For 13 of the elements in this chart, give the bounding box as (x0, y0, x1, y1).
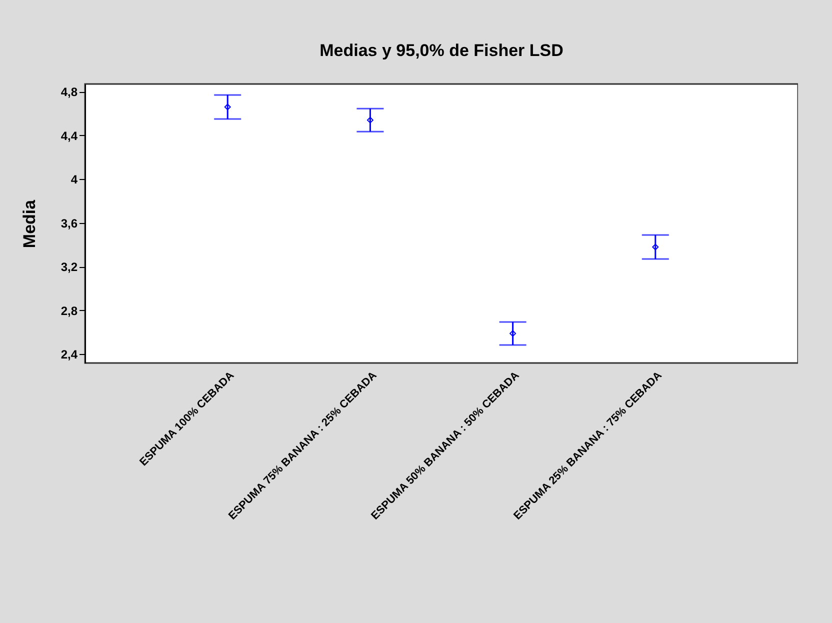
y-tick-label: 2,8 (60, 304, 78, 318)
point (366, 116, 374, 124)
y-tick-label: 4 (70, 172, 78, 187)
y-tick-label: 4,4 (60, 128, 78, 143)
chart-title: Medias y 95,0% de Fisher LSD (320, 41, 564, 60)
point (224, 104, 231, 110)
y-tick-label: 3,6 (60, 216, 78, 230)
point (510, 330, 516, 337)
y-tick-label: 3,2 (60, 260, 78, 274)
y-axis-title: Media (20, 199, 39, 248)
point (652, 244, 659, 250)
y-tick-label: 4,8 (60, 85, 78, 100)
y-tick-label: 2,4 (60, 348, 78, 362)
